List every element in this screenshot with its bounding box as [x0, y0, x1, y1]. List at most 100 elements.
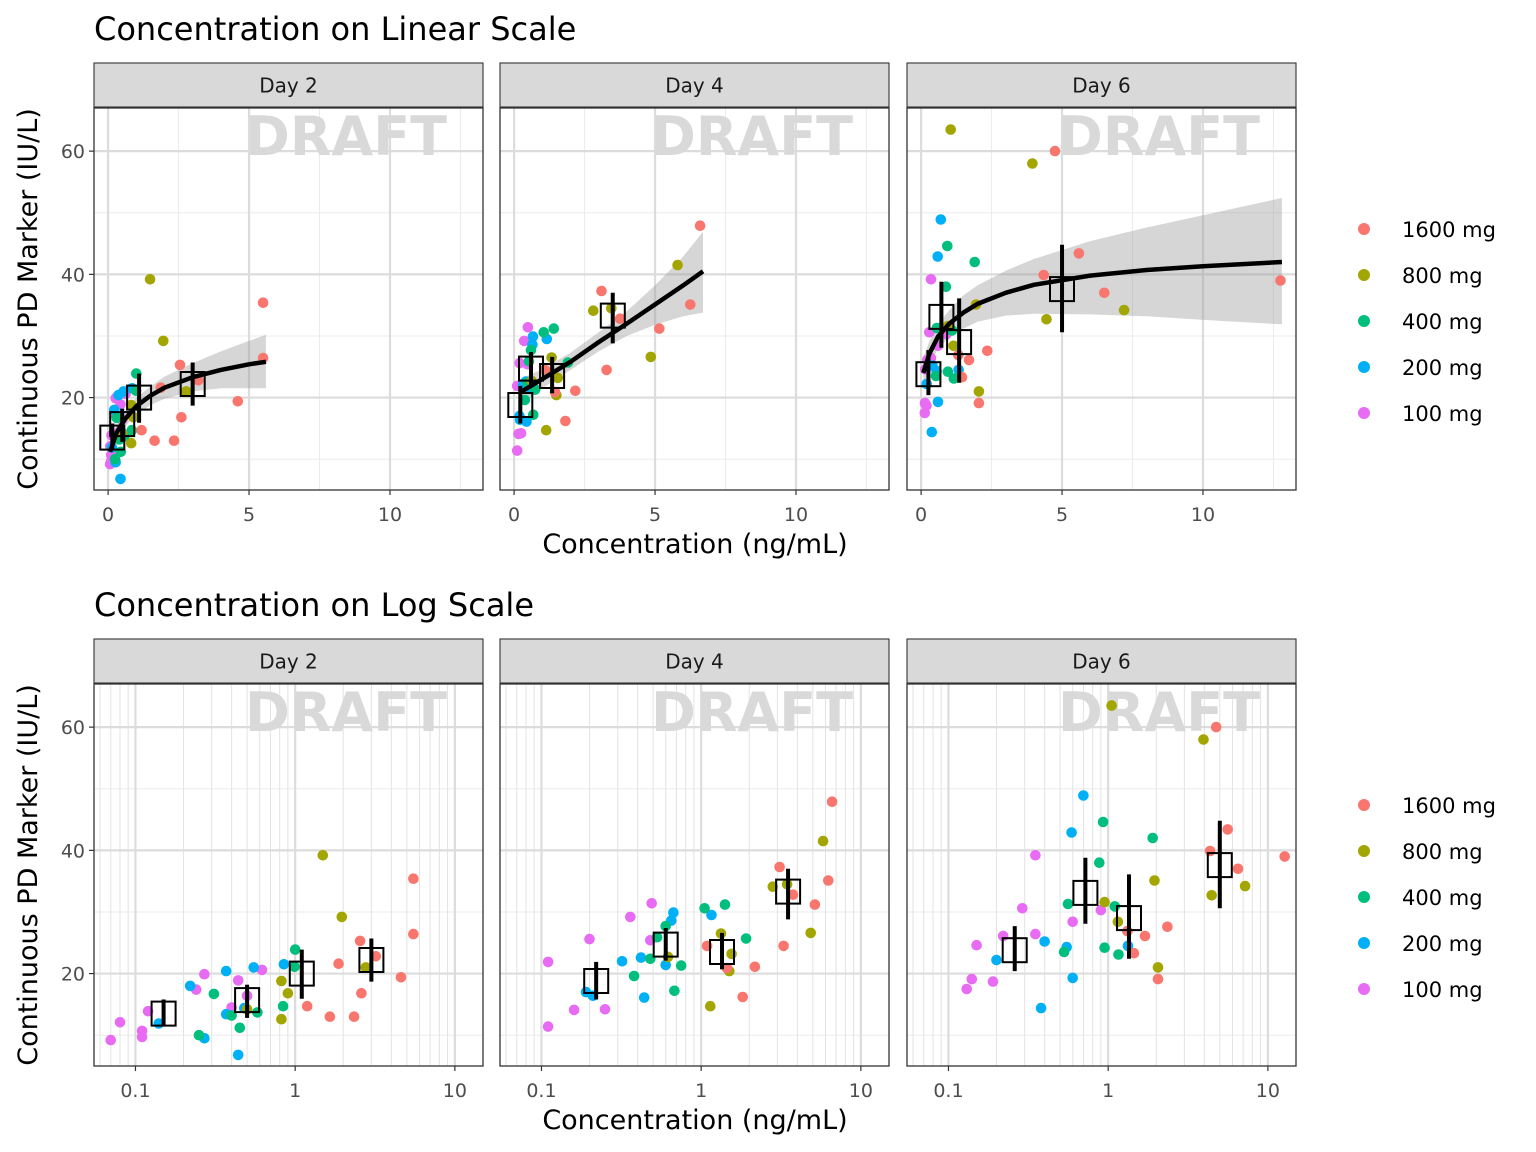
x-tick-label: 1	[289, 1080, 301, 1102]
data-point	[105, 1034, 116, 1046]
draft-watermark: DRAFT	[245, 105, 447, 168]
legend-label: 200 mg	[1402, 932, 1483, 956]
data-point	[1027, 158, 1038, 169]
data-point	[540, 424, 552, 436]
data-point	[1030, 928, 1041, 940]
legend-label: 1600 mg	[1402, 794, 1496, 818]
panel-background	[94, 108, 483, 490]
data-point	[1232, 863, 1244, 875]
panel-border	[93, 107, 484, 491]
draft-watermark: DRAFT	[1058, 105, 1260, 168]
data-point	[1038, 269, 1049, 281]
data-point	[548, 323, 560, 334]
data-point	[625, 911, 636, 923]
legend: 1600 mg 800 mg 400 mg 200 mg 100 mg	[1358, 218, 1496, 426]
data-point	[149, 435, 160, 447]
data-point	[1067, 972, 1078, 984]
panel-border	[93, 683, 484, 1067]
panel-border	[499, 683, 890, 1067]
data-point	[289, 961, 300, 973]
data-point	[787, 889, 799, 900]
data-point	[645, 351, 657, 363]
data-point	[522, 322, 534, 333]
data-point	[1128, 947, 1140, 959]
facet-strip-label: Day 4	[665, 650, 724, 674]
data-point	[1049, 145, 1061, 157]
legend: 1600 mg 800 mg 400 mg 200 mg 100 mg	[1358, 794, 1496, 1002]
data-point	[276, 975, 287, 987]
data-point	[1030, 850, 1041, 861]
data-point	[256, 964, 268, 976]
y-tick-label: 40	[61, 264, 85, 286]
facet-panel: Day 4 DRAFT 0 5 10	[499, 62, 890, 526]
legend-key	[1358, 361, 1370, 373]
data-point	[685, 299, 696, 310]
data-point	[726, 948, 737, 960]
data-point	[348, 1011, 360, 1022]
data-point	[1067, 916, 1078, 928]
data-point	[125, 437, 137, 449]
data-point	[199, 968, 210, 980]
data-point	[1279, 851, 1290, 862]
data-point	[136, 424, 147, 436]
x-tick-label: 0.1	[933, 1080, 963, 1102]
data-point	[248, 962, 259, 973]
data-point	[184, 980, 196, 992]
legend-label: 400 mg	[1402, 310, 1483, 334]
data-point	[921, 400, 932, 411]
y-axis-title: Continuous PD Marker (IU/L)	[13, 684, 44, 1066]
data-point	[408, 873, 419, 884]
draft-watermark: DRAFT	[245, 681, 447, 744]
panel-border	[499, 107, 890, 491]
data-point	[930, 370, 942, 382]
x-tick-label: 0.1	[526, 1080, 556, 1102]
facet-strip	[499, 638, 890, 684]
data-point	[1198, 734, 1209, 745]
data-point	[616, 956, 628, 967]
data-point	[232, 975, 244, 986]
data-point	[1095, 904, 1107, 916]
data-point	[515, 428, 527, 439]
legend-key	[1358, 983, 1370, 995]
data-point	[1222, 824, 1233, 835]
facet-panel: Day 4 DRAFT 0.1 1 10	[499, 638, 890, 1102]
data-point	[568, 1004, 580, 1016]
data-point	[719, 899, 731, 910]
facet-panel: Day 6 DRAFT 0.1 1 10	[906, 638, 1297, 1102]
legend-label: 100 mg	[1402, 402, 1483, 426]
legend-label: 800 mg	[1402, 264, 1483, 288]
y-tick-label: 20	[61, 964, 85, 986]
data-point	[282, 988, 294, 999]
data-point	[354, 935, 366, 947]
data-point	[699, 903, 710, 914]
x-axis-title: Concentration (ng/mL)	[542, 529, 847, 560]
data-point	[1078, 790, 1089, 801]
data-point	[1162, 921, 1173, 933]
data-point	[721, 962, 733, 974]
data-point	[1239, 880, 1251, 892]
x-tick-label: 0	[508, 504, 520, 526]
data-point	[932, 396, 944, 408]
data-point	[324, 1011, 336, 1022]
y-tick-label: 20	[61, 388, 85, 410]
legend-key	[1358, 223, 1370, 235]
data-point	[518, 335, 530, 347]
data-point	[926, 426, 938, 438]
data-point	[668, 907, 679, 918]
data-point	[126, 424, 138, 436]
data-point	[1041, 314, 1052, 325]
data-point	[973, 397, 985, 409]
legend-key	[1358, 315, 1370, 327]
data-point	[111, 412, 123, 424]
data-point	[1039, 936, 1050, 947]
legend-label: 200 mg	[1402, 356, 1483, 380]
data-point	[963, 354, 975, 366]
legend-label: 800 mg	[1402, 840, 1483, 864]
data-point	[982, 345, 993, 357]
data-point	[932, 251, 943, 262]
data-point	[511, 445, 523, 456]
data-point	[277, 1000, 289, 1012]
data-point	[987, 976, 999, 987]
data-point	[1062, 898, 1074, 910]
data-point	[1204, 845, 1216, 857]
